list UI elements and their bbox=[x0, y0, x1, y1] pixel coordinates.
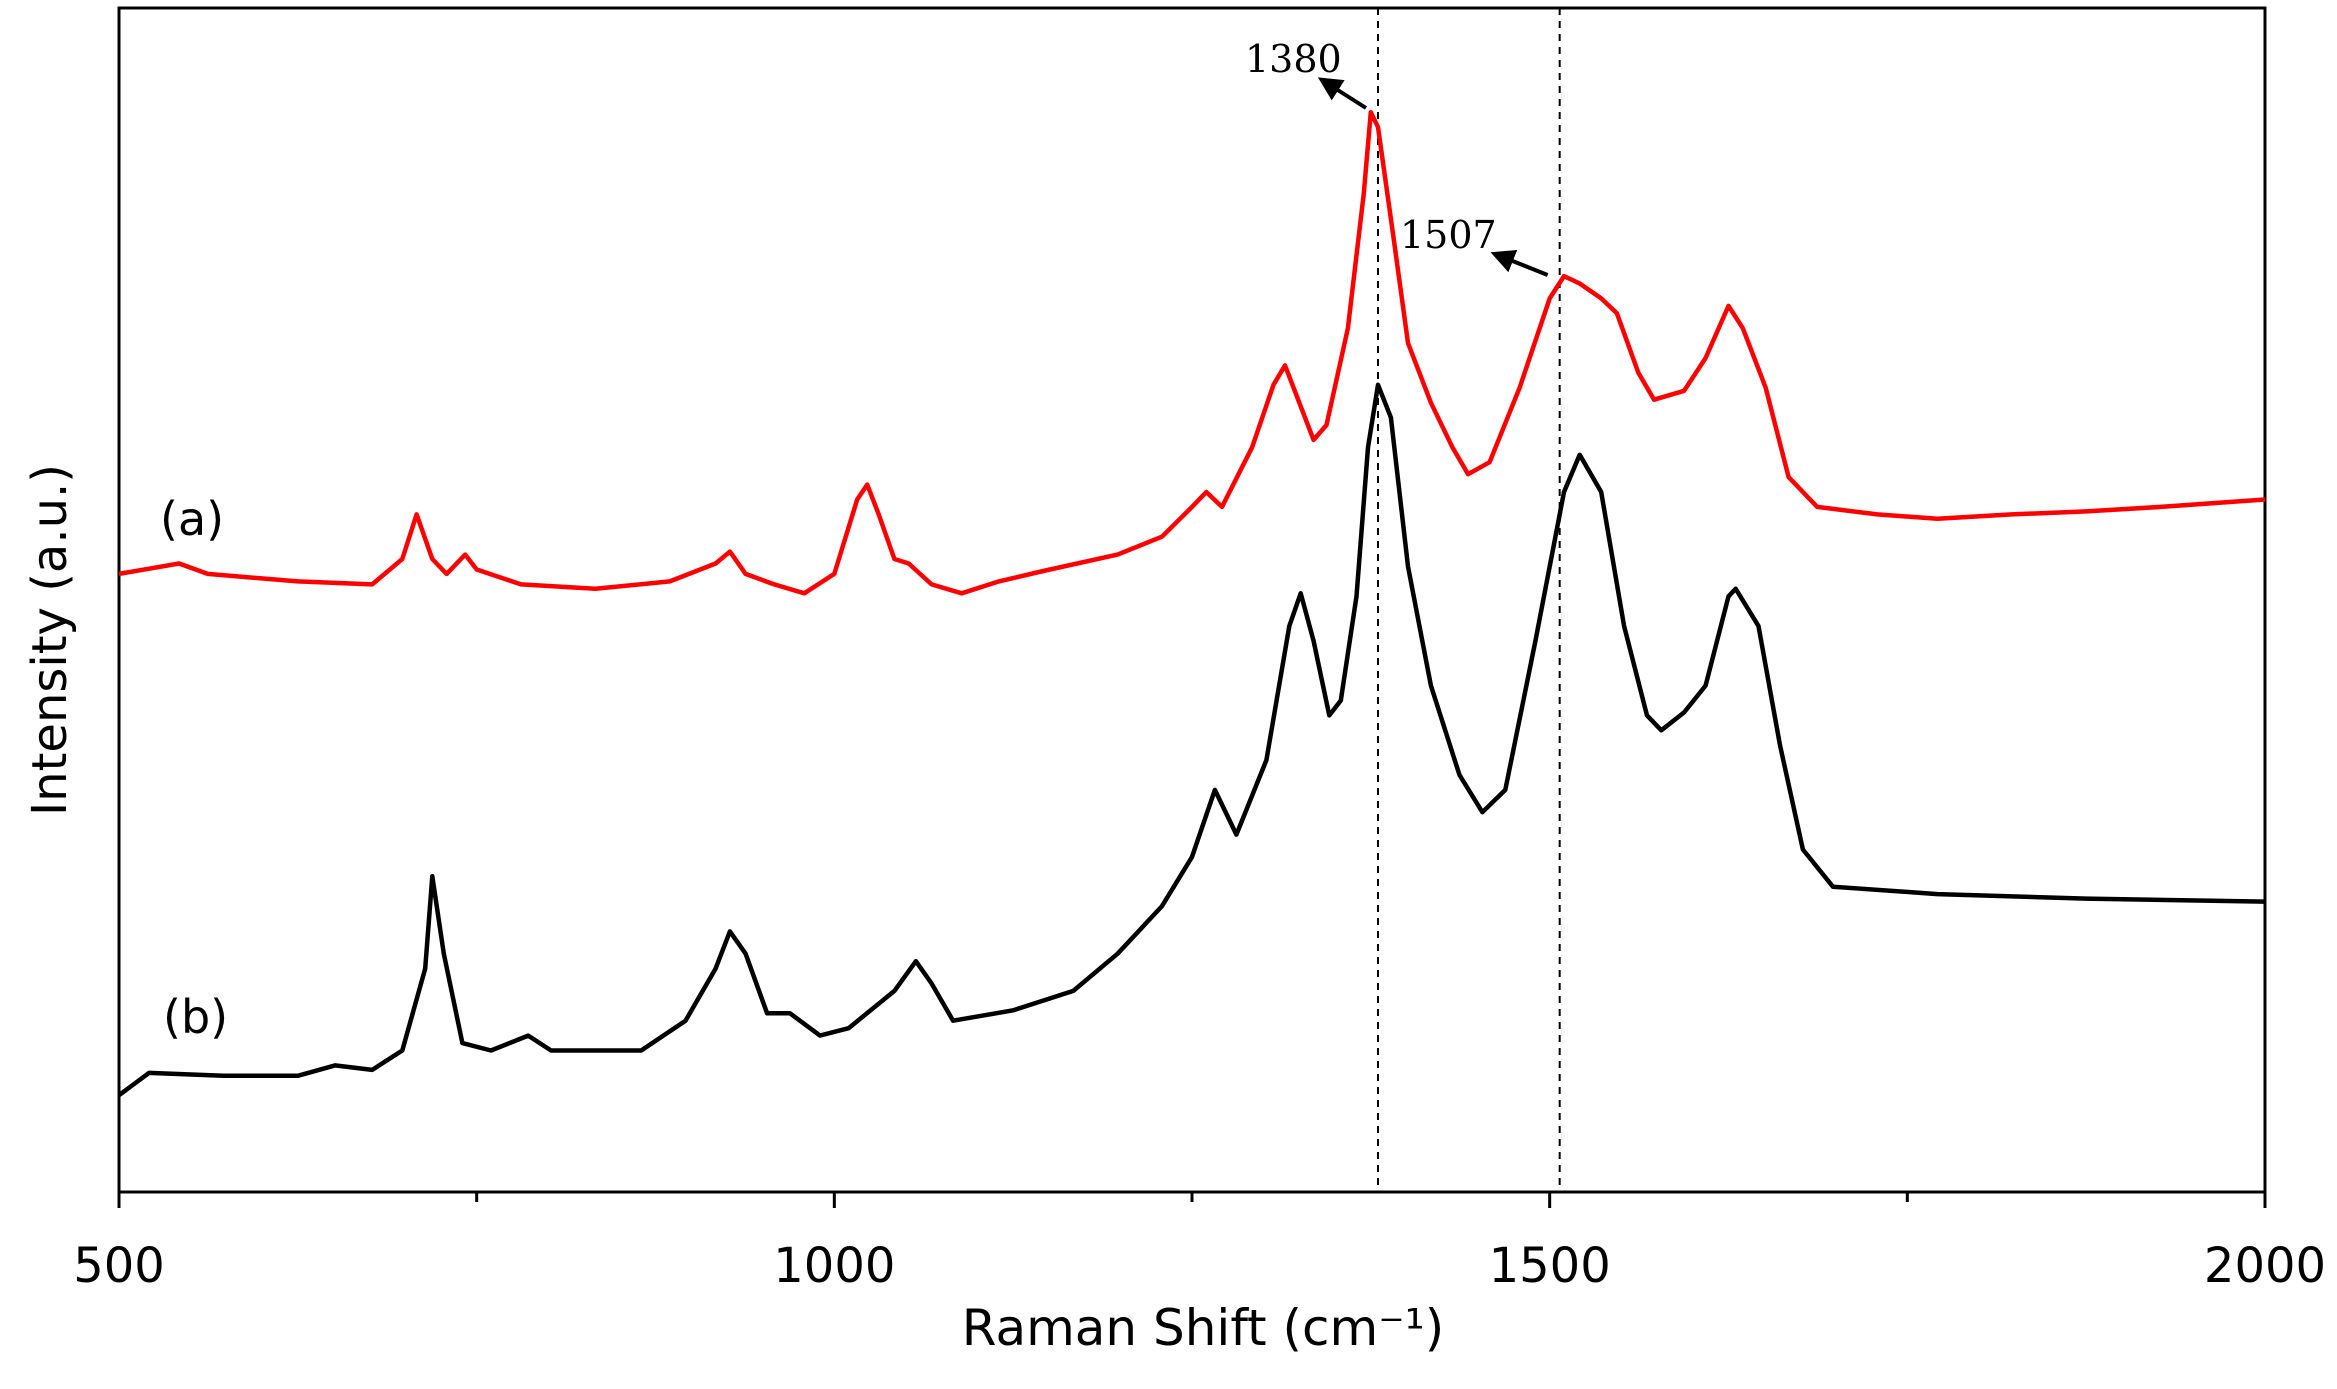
y-axis-label: Intensity (a.u.) bbox=[22, 464, 78, 816]
x-tick-label: 2000 bbox=[2204, 1238, 2326, 1294]
series-label: (b) bbox=[163, 990, 228, 1044]
series-label: (a) bbox=[160, 492, 224, 546]
series-line bbox=[118, 110, 2266, 596]
annotation-label: 1507 bbox=[1400, 213, 1497, 257]
plot-frame bbox=[117, 6, 2267, 1194]
x-tick-label: 1500 bbox=[1489, 1238, 1611, 1294]
x-tick-label: 500 bbox=[73, 1238, 165, 1294]
annotation-label: 1380 bbox=[1245, 37, 1342, 81]
x-tick-label: 1000 bbox=[773, 1238, 895, 1294]
x-axis-label: Raman Shift (cm⁻¹) bbox=[962, 1299, 1444, 1357]
annotation-arrow bbox=[1317, 77, 1368, 110]
annotation-arrow bbox=[1490, 249, 1549, 277]
series-line bbox=[117, 382, 2266, 1098]
